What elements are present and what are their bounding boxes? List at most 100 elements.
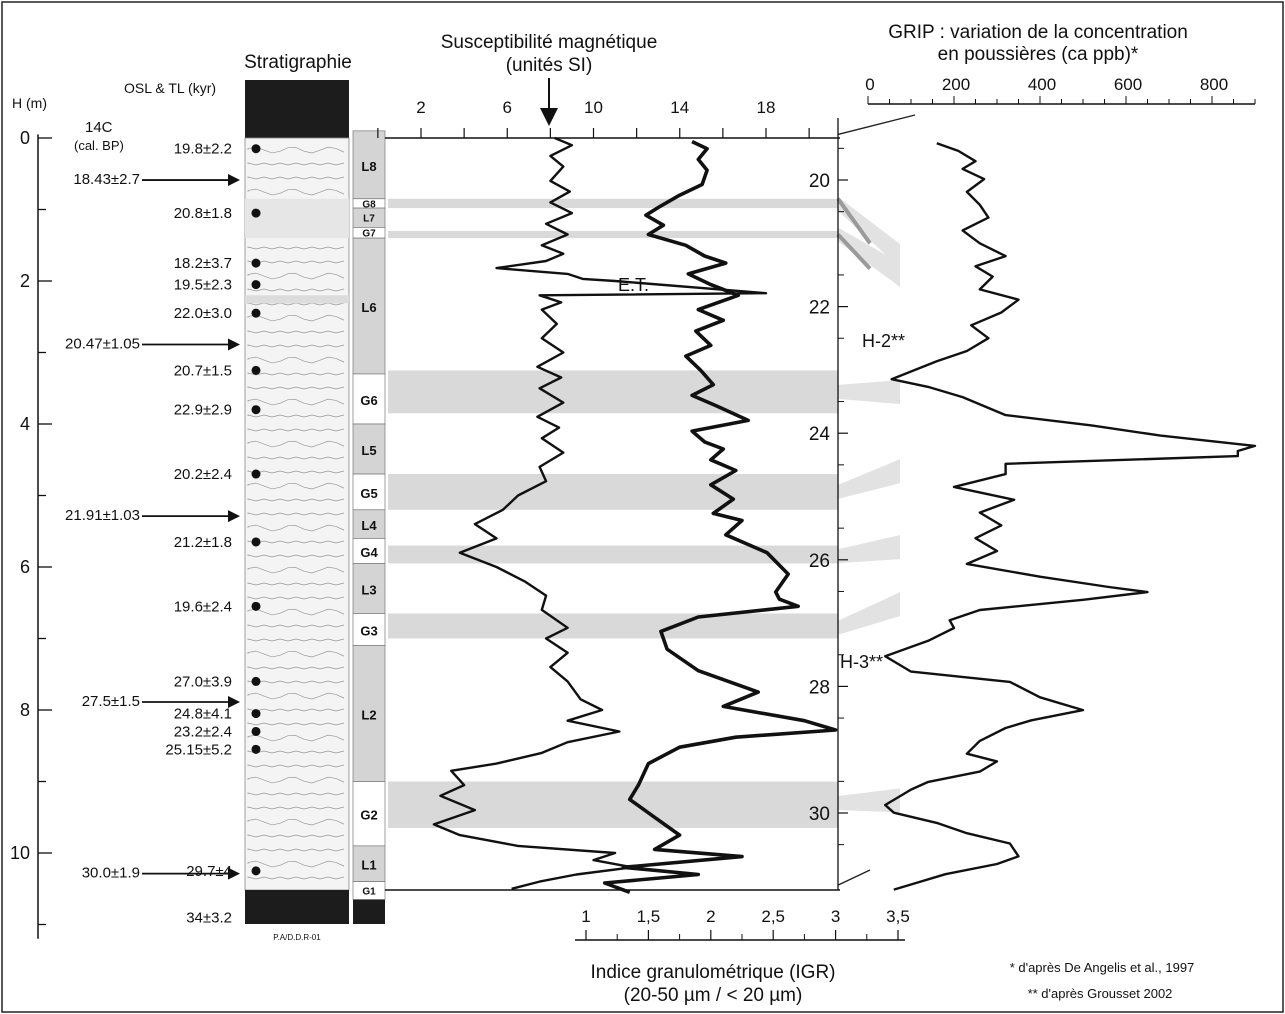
series-line-igr bbox=[602, 139, 838, 894]
strat-texture-line bbox=[247, 456, 345, 460]
unit-label: L6 bbox=[361, 300, 376, 315]
correlation-lines bbox=[836, 114, 916, 886]
depth-tick-label: 10 bbox=[10, 843, 30, 863]
strat-column: P.A/D.D.R-01 bbox=[244, 80, 385, 942]
osl-date-label: 19.5±2.3 bbox=[174, 277, 232, 294]
logo: P.A/D.D.R-01 bbox=[273, 933, 321, 942]
unit-label: L5 bbox=[361, 443, 376, 458]
gley-band bbox=[388, 370, 838, 414]
unit-label: L7 bbox=[363, 214, 375, 225]
strat-texture-line bbox=[247, 666, 345, 670]
osl-sample-dot bbox=[251, 308, 261, 318]
strat-texture-line bbox=[247, 848, 345, 852]
strat-texture-line bbox=[247, 272, 345, 280]
strat-texture-line bbox=[247, 582, 345, 586]
unit-box bbox=[352, 781, 386, 847]
unit-box bbox=[352, 563, 386, 614]
strat-texture-line bbox=[247, 414, 345, 418]
osl-sample-dot bbox=[251, 601, 261, 611]
correlation-line bbox=[837, 114, 916, 136]
strat-texture-line bbox=[247, 860, 345, 868]
correlation-band bbox=[838, 788, 900, 813]
strat-texture-line bbox=[247, 482, 345, 490]
strat-texture-line bbox=[247, 386, 345, 390]
strat-texture-line bbox=[247, 834, 345, 838]
unit-label: G1 bbox=[362, 887, 376, 898]
strat-texture-line bbox=[247, 818, 345, 826]
osl-date-label: 24.8±4.1 bbox=[174, 706, 232, 723]
osl-sample-dot bbox=[251, 469, 261, 479]
c14-date-label: 21.91±1.03 bbox=[65, 507, 140, 524]
strat-texture-line bbox=[247, 440, 345, 448]
unit-box bbox=[352, 473, 386, 511]
unit-label: G6 bbox=[360, 393, 377, 408]
osl-date-label: 23.2±2.4 bbox=[174, 723, 232, 740]
unit-box bbox=[352, 509, 386, 539]
grip-age-tick-label: 24 bbox=[809, 424, 831, 445]
strat-texture-line bbox=[247, 398, 345, 406]
correlation-band bbox=[838, 592, 900, 635]
c14-date-label: 30.0±1.9 bbox=[82, 865, 140, 882]
ref-1: * d'après De Angelis et al., 1997 bbox=[1010, 960, 1195, 975]
strat-texture-line bbox=[247, 764, 345, 768]
correlation-line bbox=[836, 233, 872, 270]
depth-tick-label: 4 bbox=[20, 414, 30, 434]
osl-date-label: 25.15±5.2 bbox=[165, 741, 232, 758]
strat-texture-line bbox=[247, 596, 345, 600]
igr-title-2: (20-50 µm / < 20 µm) bbox=[624, 985, 803, 1006]
grip-age-tick-label: 28 bbox=[809, 677, 830, 698]
ref-2: ** d'après Grousset 2002 bbox=[1028, 986, 1173, 1001]
osl-sample-dot bbox=[251, 866, 261, 876]
strat-texture-line bbox=[247, 162, 345, 166]
unit-column: L8 G8 L7 G7 L6 G6 L5 G5 L4 G4 L3 G3 L2 G2 L1 G1 bbox=[352, 130, 386, 900]
strat-texture-line bbox=[247, 624, 345, 628]
correlation-band bbox=[838, 227, 900, 287]
strat-bottom-dark bbox=[245, 890, 349, 924]
osl-date-label: 19.6±2.4 bbox=[174, 598, 232, 615]
strat-texture-line bbox=[247, 876, 345, 880]
c14-arrow-icon bbox=[228, 696, 240, 708]
unit-box bbox=[352, 645, 386, 782]
unit-label: L1 bbox=[361, 858, 376, 873]
unit-label: L8 bbox=[361, 159, 376, 174]
igr-axis: 1 1,5 2 2,5 3 3,5 bbox=[575, 907, 910, 941]
strat-texture-line bbox=[247, 792, 345, 796]
depth-tick-label: 6 bbox=[20, 557, 30, 577]
strat-top-dark bbox=[245, 80, 349, 138]
c14-date-label: 27.5±1.5 bbox=[82, 693, 140, 710]
c14-arrow-icon bbox=[228, 338, 240, 351]
c14-arrow-icon bbox=[228, 867, 240, 880]
igr-tick-label: 1 bbox=[581, 907, 590, 926]
osl-date-label: 22.9±2.9 bbox=[174, 402, 232, 419]
grip-title-1: GRIP : variation de la concentration bbox=[888, 22, 1188, 43]
correlation-band bbox=[838, 196, 900, 268]
strat-texture-line bbox=[247, 176, 345, 180]
strat-texture-line bbox=[247, 650, 345, 658]
unit-box bbox=[352, 845, 386, 882]
grip-age-tick-label: 20 bbox=[809, 171, 830, 192]
strat-gley bbox=[245, 295, 349, 304]
susc-tick-label: 10 bbox=[584, 98, 603, 117]
depth-tick-label: 8 bbox=[20, 700, 30, 720]
unit-label: L3 bbox=[361, 582, 376, 597]
osl-sample-dot bbox=[251, 709, 261, 719]
susc-tick-label: 2 bbox=[416, 98, 425, 117]
osl-date-label: 34±3.2 bbox=[186, 909, 232, 926]
strat-texture-line bbox=[247, 524, 345, 532]
grip-axis: 0 200 400 600 800 20 22 24 26 28 30 bbox=[809, 75, 1256, 846]
strat-texture-line bbox=[247, 554, 345, 558]
igr-tick-label: 2 bbox=[706, 907, 715, 926]
unit-label: L4 bbox=[361, 518, 377, 533]
date-labels: 18.43±2.7 20.47±1.05 21.91±1.03 27.5±1.5 30.… bbox=[65, 141, 261, 926]
igr-title-1: Indice granulométrique (IGR) bbox=[591, 962, 836, 983]
c14-arrow-icon bbox=[228, 174, 240, 187]
grip-dust-tick-label: 600 bbox=[1114, 75, 1142, 94]
osl-sample-dot bbox=[251, 258, 261, 268]
strat-texture-line bbox=[247, 356, 345, 364]
correlation-line bbox=[837, 869, 871, 886]
grip-title-2: en poussières (ca ppb)* bbox=[938, 44, 1139, 65]
series-line-susceptibility bbox=[432, 136, 768, 890]
grip-dust-tick-label: 400 bbox=[1028, 75, 1056, 94]
osl-date-label: 19.8±2.2 bbox=[174, 141, 232, 158]
